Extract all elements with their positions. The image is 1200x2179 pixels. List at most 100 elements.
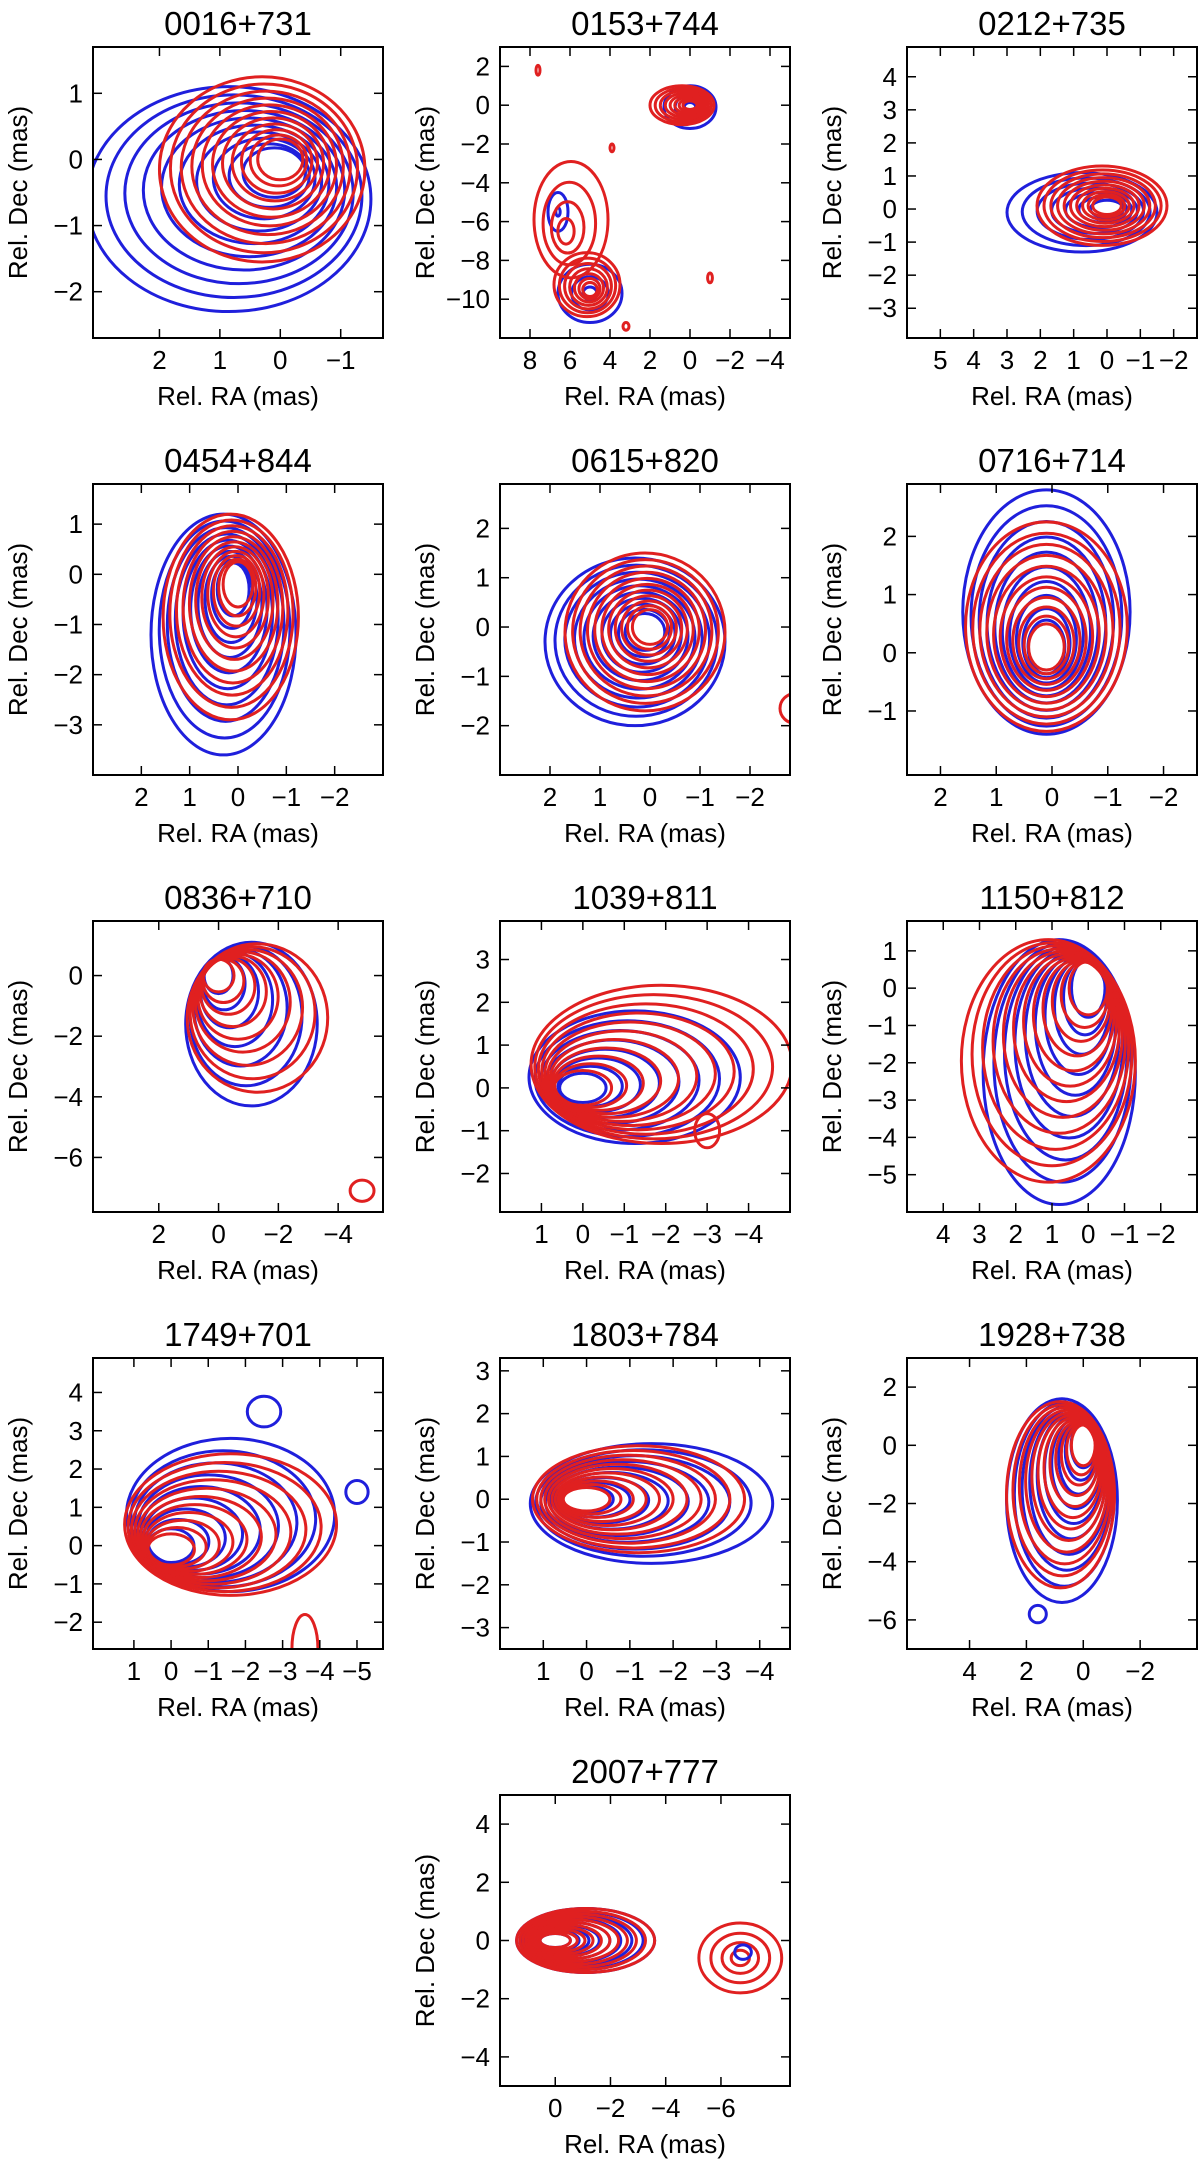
- x-tick-label: −1: [609, 1219, 639, 1249]
- contour-red-level-4: [1011, 595, 1082, 686]
- x-tick-label: −1: [1093, 782, 1123, 812]
- plot-frame: [499, 46, 791, 339]
- y-tick-label: 1: [883, 936, 897, 966]
- contour-red-level-10: [1035, 164, 1169, 247]
- x-tick-label: 0: [231, 782, 245, 812]
- contour-red-level-8: [188, 945, 317, 1081]
- contour-red-level-9: [185, 942, 330, 1094]
- y-tick-label: −2: [460, 1984, 490, 2014]
- panel-title: 1803+784: [571, 1316, 719, 1353]
- contour-red-level-1: [621, 320, 631, 332]
- contour-red-level-1: [534, 63, 542, 77]
- contour-red-level-5: [548, 1038, 681, 1119]
- y-tick-label: 1: [69, 1492, 83, 1522]
- y-tick-label: −2: [460, 1158, 490, 1188]
- contour-red-level-9: [521, 1912, 638, 1969]
- contour-red-level-5: [531, 1923, 603, 1958]
- contour-red-level-1: [1027, 622, 1066, 672]
- y-tick-label: −1: [53, 1569, 83, 1599]
- contour-red-level-5: [200, 545, 270, 650]
- contour-blue-level-7: [184, 940, 319, 1108]
- contour-blue-level-1: [623, 612, 667, 652]
- x-tick-label: −5: [342, 1656, 372, 1686]
- x-tick-label: −2: [264, 1219, 294, 1249]
- x-tick-label: 6: [563, 345, 577, 375]
- y-tick-label: 0: [476, 90, 490, 120]
- y-tick-label: −1: [53, 211, 83, 241]
- panel-title: 0016+731: [164, 5, 312, 42]
- y-axis-label: Rel. Dec (mas): [3, 1417, 33, 1590]
- contour-red-level-8: [181, 529, 285, 685]
- y-tick-label: −3: [867, 1085, 897, 1115]
- y-axis-label: Rel. Dec (mas): [817, 106, 847, 279]
- contour-group: [184, 940, 376, 1203]
- y-tick-label: −1: [53, 609, 83, 639]
- plot-frame: [906, 920, 1198, 1213]
- contour-red-level-4: [230, 122, 320, 203]
- contour-red-level-7: [191, 947, 305, 1067]
- x-tick-label: 3: [972, 1219, 986, 1249]
- panel-0716p714: 0716+714 2 1 0 −1 −2 −1 0 1 2 Rel. RA (mas) Rel. De…: [817, 442, 1198, 848]
- x-tick-label: 1: [1045, 1219, 1059, 1249]
- x-tick-label: 8: [523, 345, 537, 375]
- contour-red-level-5: [1005, 585, 1088, 692]
- contour-red-level-4: [668, 93, 705, 117]
- contour-red-level-1: [778, 692, 790, 724]
- panel-title: 0454+844: [164, 442, 312, 479]
- contour-red-level-5: [141, 1503, 249, 1576]
- contour-red-level-5: [563, 262, 613, 311]
- contour-red-level-3: [145, 1518, 221, 1571]
- contour-red-level-6: [138, 1495, 263, 1579]
- x-tick-label: 2: [643, 345, 657, 375]
- contour-red-level-4: [1054, 1420, 1100, 1498]
- contour-red-level-11: [157, 75, 367, 264]
- contour-red-level-6: [194, 540, 275, 661]
- contour-red-level-4: [206, 549, 266, 639]
- contour-red-level-5: [607, 588, 689, 670]
- y-axis-label: Rel. Dec (mas): [3, 980, 33, 1153]
- x-axis-label: Rel. RA (mas): [157, 381, 319, 411]
- y-tick-label: −1: [867, 1010, 897, 1040]
- y-tick-label: −2: [867, 1489, 897, 1519]
- x-tick-label: 1: [989, 782, 1003, 812]
- x-tick-label: 5: [933, 345, 947, 375]
- y-tick-label: 3: [476, 945, 490, 975]
- contour-red-level-4: [534, 1925, 595, 1956]
- contour-red-level-9: [1024, 1408, 1110, 1554]
- plot-frame: [499, 1357, 791, 1650]
- plot-frame: [499, 920, 791, 1213]
- panel-0454p844: 0454+844 2 1 0 −1 −2 −3 −2 −1 0 1 Rel. RA (mas) Rel.…: [3, 442, 384, 848]
- contour-red-level-7: [1012, 952, 1121, 1104]
- contour-red-level-3: [239, 128, 314, 195]
- plot-frame: [499, 483, 791, 776]
- y-tick-label: −4: [867, 1547, 897, 1577]
- contour-red-level-6: [1062, 179, 1146, 232]
- x-tick-label: −4: [305, 1656, 335, 1686]
- contour-blue-level-1: [733, 1943, 753, 1961]
- y-axis-label: Rel. Dec (mas): [3, 543, 33, 716]
- x-axis-label: Rel. RA (mas): [564, 1255, 726, 1285]
- contour-red-level-2: [217, 557, 258, 618]
- contour-red-level-9: [991, 947, 1127, 1135]
- x-axis-label: Rel. RA (mas): [564, 381, 726, 411]
- y-tick-label: 4: [476, 1809, 490, 1839]
- x-axis-label: Rel. RA (mas): [564, 818, 726, 848]
- y-tick-label: 1: [69, 509, 83, 539]
- y-tick-label: 4: [69, 1377, 83, 1407]
- y-tick-label: 2: [883, 1372, 897, 1402]
- contour-red-level-1: [608, 142, 616, 154]
- contour-red-level-7: [992, 564, 1101, 705]
- contour-red-level-8: [1049, 172, 1157, 240]
- contour-red-level-3: [536, 1928, 587, 1953]
- contour-red-level-6: [211, 109, 332, 219]
- x-tick-label: −2: [735, 782, 765, 812]
- y-tick-label: 0: [883, 194, 897, 224]
- y-axis-label: Rel. Dec (mas): [410, 980, 440, 1153]
- contour-red-level-9: [179, 89, 352, 246]
- x-tick-label: 0: [579, 1656, 593, 1686]
- x-tick-label: −2: [1146, 1219, 1176, 1249]
- y-tick-label: 3: [883, 95, 897, 125]
- contour-blue-level-9: [528, 1442, 775, 1565]
